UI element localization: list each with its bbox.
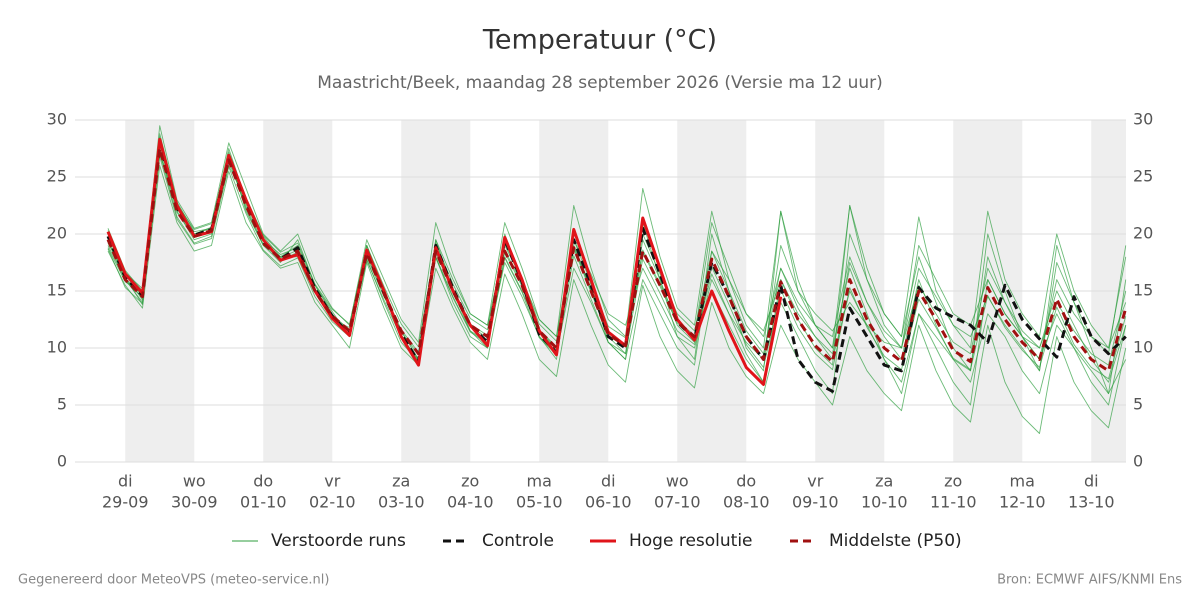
x-tick-label: 05-10: [516, 493, 563, 512]
x-tick-label: 02-10: [309, 493, 356, 512]
x-tick-weekday: vr: [807, 472, 823, 491]
y2-tick-label: 20: [1133, 224, 1153, 243]
x-tick-label: 09-10: [792, 493, 839, 512]
y-tick-label: 0: [57, 452, 67, 471]
x-tick-label: 04-10: [447, 493, 494, 512]
x-tick-weekday: di: [601, 472, 616, 491]
ensemble-run: [107, 136, 1127, 366]
chart-title: Temperatuur (°C): [482, 25, 717, 56]
ensemble-run: [107, 142, 1127, 395]
x-tick-weekday: wo: [183, 472, 206, 491]
x-tick-label: 29-09: [102, 493, 149, 512]
x-tick-label: 30-09: [171, 493, 218, 512]
ensemble-run: [107, 156, 1127, 380]
x-tick-label: 13-10: [1068, 493, 1115, 512]
x-tick-weekday: vr: [324, 472, 340, 491]
ensemble-run: [107, 133, 1127, 395]
x-tick-label: 06-10: [585, 493, 632, 512]
legend-label: Controle: [482, 531, 554, 551]
x-tick-weekday: do: [253, 472, 273, 491]
y-tick-label: 25: [47, 167, 67, 186]
x-tick-weekday: ma: [1010, 472, 1035, 491]
ensemble-run: [107, 125, 1127, 349]
y-tick-label: 20: [47, 224, 67, 243]
legend-label: Hoge resolutie: [629, 531, 753, 551]
y2-tick-label: 0: [1133, 452, 1143, 471]
x-tick-label: 08-10: [723, 493, 770, 512]
x-tick-label: 03-10: [378, 493, 425, 512]
x-tick-weekday: di: [118, 472, 133, 491]
x-tick-weekday: ma: [527, 472, 552, 491]
y2-tick-label: 5: [1133, 395, 1143, 414]
x-tick-label: 12-10: [999, 493, 1046, 512]
x-tick-label: 07-10: [654, 493, 701, 512]
x-tick-weekday: do: [736, 472, 756, 491]
x-tick-label: 01-10: [240, 493, 287, 512]
y2-tick-label: 30: [1133, 110, 1153, 129]
y-tick-label: 15: [47, 281, 67, 300]
legend-label: Middelste (P50): [829, 531, 962, 551]
x-tick-weekday: za: [875, 472, 893, 491]
y-tick-label: 10: [47, 338, 67, 357]
x-tick-weekday: zo: [461, 472, 479, 491]
x-tick-label: 10-10: [861, 493, 908, 512]
chart-subtitle: Maastricht/Beek, maandag 28 september 20…: [317, 73, 883, 93]
footer-right: Bron: ECMWF AIFS/KNMI Ens: [997, 573, 1182, 588]
y2-tick-label: 10: [1133, 338, 1153, 357]
x-tick-weekday: wo: [666, 472, 689, 491]
x-tick-weekday: zo: [944, 472, 962, 491]
ensemble-run: [107, 151, 1127, 372]
y-tick-label: 30: [47, 110, 67, 129]
y2-tick-label: 25: [1133, 167, 1153, 186]
y-tick-label: 5: [57, 395, 67, 414]
ensemble-run: [107, 165, 1127, 434]
footer-left: Gegenereerd door MeteoVPS (meteo-service…: [18, 573, 329, 588]
x-tick-weekday: za: [392, 472, 410, 491]
y2-tick-label: 15: [1133, 281, 1153, 300]
x-tick-weekday: di: [1084, 472, 1099, 491]
legend-label: Verstoorde runs: [271, 531, 406, 551]
x-tick-label: 11-10: [930, 493, 977, 512]
series-line: [106, 147, 1128, 373]
